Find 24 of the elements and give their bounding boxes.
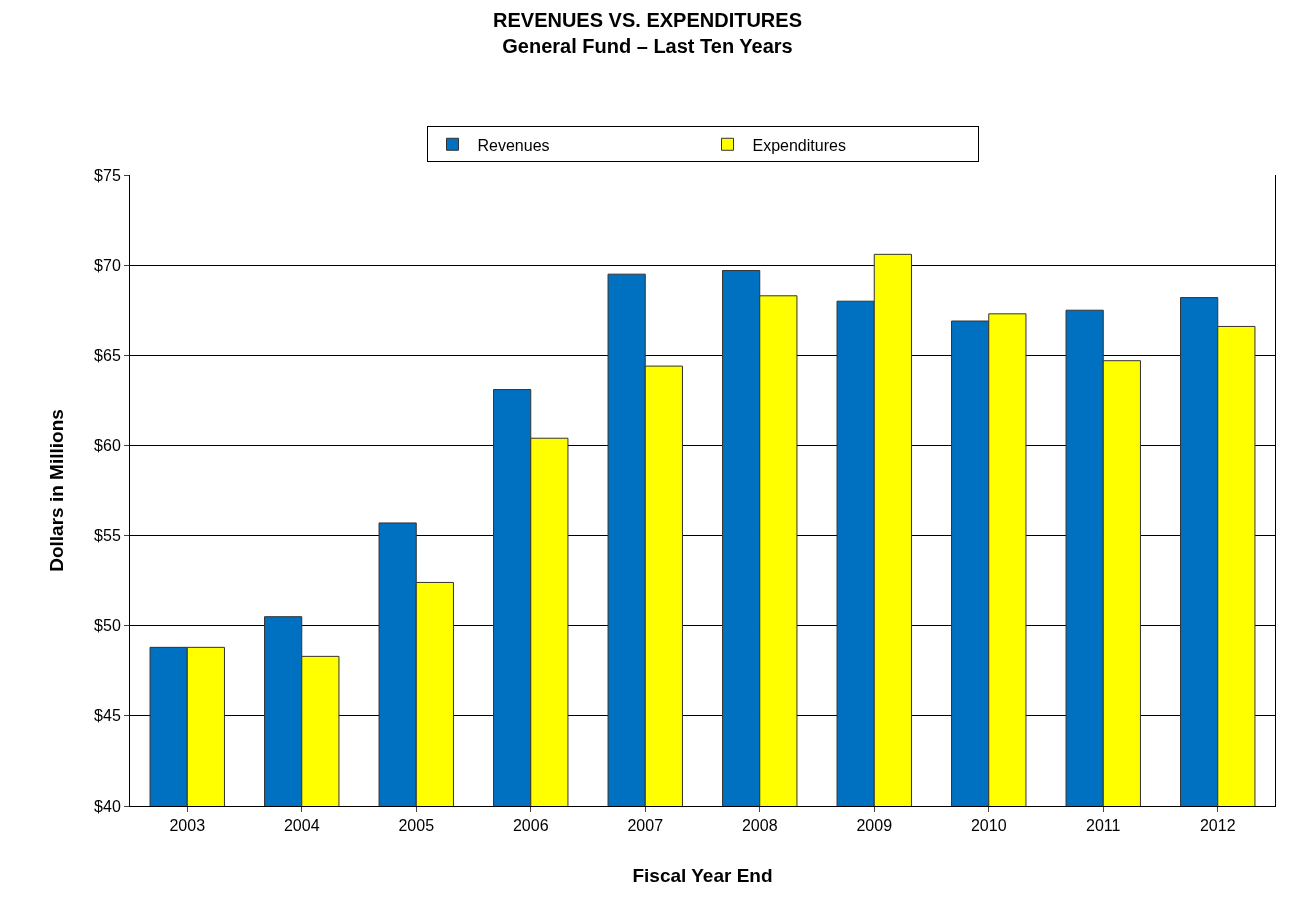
y-tick-label: $75 [94,166,121,184]
chart-title: REVENUES VS. EXPENDITURES [493,9,802,32]
x-tick-label: 2008 [741,817,778,835]
x-tick-label: 2005 [398,817,435,835]
x-tick-label: 2007 [627,817,664,835]
x-tick-label: 2004 [283,817,320,835]
x-tick-label: 2003 [169,817,206,835]
y-tick-label: $60 [94,437,121,455]
x-tick-label: 2006 [512,817,549,835]
y-tick-label: $65 [94,346,121,364]
x-tick-label: 2012 [1199,817,1236,835]
y-tick-label: $45 [94,707,121,725]
x-tick-label: 2011 [1086,817,1121,835]
x-axis-title: Fiscal Year End [632,865,773,886]
x-tick-label: 2010 [970,817,1007,835]
chart-subtitle: General Fund – Last Ten Years [502,35,793,58]
legend-label: Revenues [477,136,550,154]
y-axis-title: Dollars in Millions [45,409,67,572]
y-tick-label: $50 [94,617,121,635]
x-tick-label: 2009 [856,817,893,835]
y-tick-label: $70 [94,256,121,274]
y-tick-label: $55 [94,527,121,545]
legend-label: Expenditures [752,136,846,154]
y-tick-label: $40 [94,797,121,815]
